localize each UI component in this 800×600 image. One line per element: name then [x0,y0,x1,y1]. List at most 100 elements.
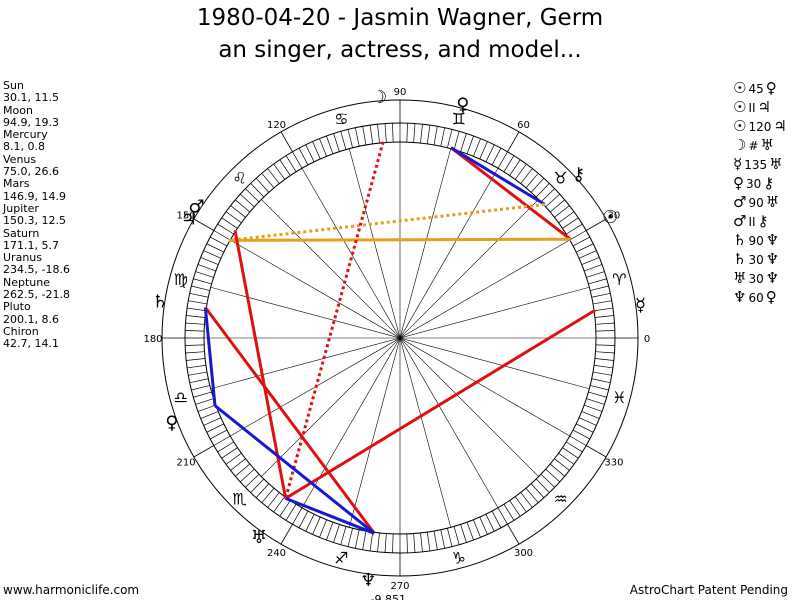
degree-label: 330 [604,458,623,469]
degree-tick [225,452,242,465]
aspect-line [233,230,288,499]
aspect-angle: 60 [748,291,764,305]
planet-position-value: 171.1, 5.7 [3,238,59,252]
degree-tick [377,532,380,552]
degree-tick [595,344,615,346]
degree-tick [326,522,334,541]
aspect-row: ☽ # ♅ [733,136,787,155]
planet-glyph-icon: ♆ [733,288,747,306]
planet-glyph-icon: ♆ [765,269,780,287]
sign-division-tick [280,131,293,153]
zodiac-sign-icon: ♐ [334,548,348,567]
degree-tick [473,519,481,538]
degree-tick [420,124,423,144]
degree-tick [235,463,251,477]
degree-tick [305,514,315,532]
degree-tick [581,257,600,265]
degree-tick [292,507,303,525]
planet-venus-icon: ♀ [456,94,469,115]
degree-tick [326,135,334,154]
degree-label: 270 [390,581,409,592]
aspect-row: ♂ II ⚷ [733,212,787,231]
planet-saturn-icon: ♄ [152,291,168,312]
planet-name: Venus [3,152,37,166]
planet-uranus-icon: ♅ [251,527,267,548]
footer-website[interactable]: www.harmoniclife.com [3,583,140,597]
degree-tick [369,125,374,144]
planet-glyph-icon: ⚷ [763,174,775,192]
degree-tick [206,423,224,433]
planet-name: Mercury [3,128,48,142]
chart-title-line-2: an singer, actress, and model... [218,37,582,63]
degree-tick [558,211,575,224]
degree-tick [188,300,208,305]
degree-tick [213,435,231,446]
degree-tick [558,452,575,465]
degree-tick [392,533,394,553]
degree-tick [594,358,614,361]
degree-tick [545,193,561,208]
degree-tick [554,458,570,471]
planet-name: Mars [3,177,30,191]
degree-tick [566,441,583,453]
planet-glyph-icon: ♃ [773,117,787,135]
planet-glyph-icon: ☉ [733,98,747,116]
planet-position-value: 75.0, 26.6 [3,165,59,179]
degree-tick [362,530,367,550]
aspect-line [228,202,545,242]
degree-tick [292,151,303,169]
degree-tick [203,417,222,426]
wheel-spoke [210,286,590,390]
degree-tick [440,529,446,549]
degree-tick [594,307,613,312]
aspect-line [450,146,572,241]
degree-tick [195,271,214,278]
planet-position-value: 234.5, -18.6 [3,263,70,277]
degree-tick [384,533,387,553]
degree-tick [206,243,224,253]
planet-sun-icon: ☉ [602,207,618,228]
degree-tick [572,429,590,440]
degree-tick [530,177,545,193]
aspect-angle: 120 [748,120,772,134]
degree-tick [453,526,460,545]
planet-glyph-icon: ♄ [733,250,747,268]
aspect-angle: 30 [748,253,764,267]
degree-tick [413,123,416,143]
degree-tick [191,285,210,291]
degree-tick [540,473,555,488]
degree-tick [479,141,488,160]
planet-glyph-icon: ♂ [733,212,747,230]
degree-tick [189,292,209,298]
degree-tick [285,155,297,172]
degree-tick [491,148,502,166]
degree-tick [591,378,611,384]
planet-glyph-icon: ♅ [765,193,780,211]
sign-division-tick [585,218,607,231]
aspect-line [284,308,596,500]
degree-tick [466,522,474,541]
degree-tick [420,532,423,552]
sign-division-tick [585,445,607,458]
aspect-angle: 30 [748,272,764,286]
degree-tick [185,344,205,346]
planet-moon-icon: ☽ [371,87,387,108]
degree-tick [584,264,603,272]
degree-tick [491,510,502,528]
degree-tick [319,519,327,538]
planet-glyph-icon: ☿ [733,155,743,173]
planet-chiron-icon: ⚷ [572,164,585,185]
degree-tick [576,423,594,433]
degree-tick [592,371,612,376]
aspect-line [228,237,571,242]
sign-division-tick [507,131,520,153]
degree-tick [503,155,515,172]
degree-tick [406,533,408,553]
degree-tick [267,492,280,508]
degree-tick [433,530,438,550]
degree-tick [406,123,408,143]
sign-division-tick [193,445,215,458]
degree-tick [312,516,321,535]
degree-tick [581,411,600,419]
planet-glyph-icon: ♅ [760,136,774,154]
